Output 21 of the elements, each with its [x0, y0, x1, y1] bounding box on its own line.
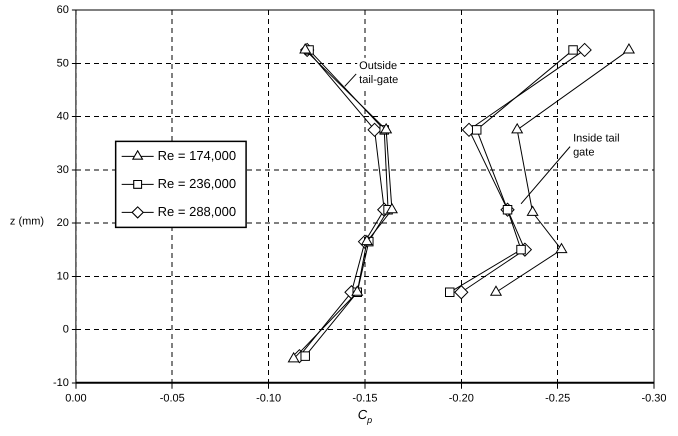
- y-tick-label: 20: [56, 217, 69, 230]
- y-tick-label: 60: [56, 4, 69, 16]
- x-tick-label: -0.30: [641, 392, 667, 404]
- legend-label: Re = 288,000: [158, 204, 236, 219]
- x-tick-label: 0.00: [65, 392, 87, 404]
- annotation: Inside tail gate: [573, 132, 620, 159]
- y-tick-label: 40: [56, 110, 69, 123]
- x-tick-label: -0.05: [160, 392, 185, 404]
- y-tick-label: 10: [56, 270, 69, 282]
- legend-label: Re = 174,000: [158, 148, 236, 163]
- x-tick-label: -0.15: [352, 392, 378, 404]
- x-tick-label: -0.10: [256, 392, 282, 404]
- y-tick-label: 0: [62, 324, 69, 336]
- y-axis-title: z (mm): [10, 215, 44, 228]
- y-tick-label: 50: [56, 57, 69, 70]
- y-tick-label: -10: [52, 376, 69, 389]
- x-tick-label: -0.20: [448, 392, 474, 404]
- legend-label: Re = 236,000: [158, 176, 236, 191]
- x-tick-label: -0.25: [545, 392, 570, 404]
- annotation: Outside tail-gate: [359, 60, 398, 86]
- y-tick-label: 30: [56, 164, 69, 176]
